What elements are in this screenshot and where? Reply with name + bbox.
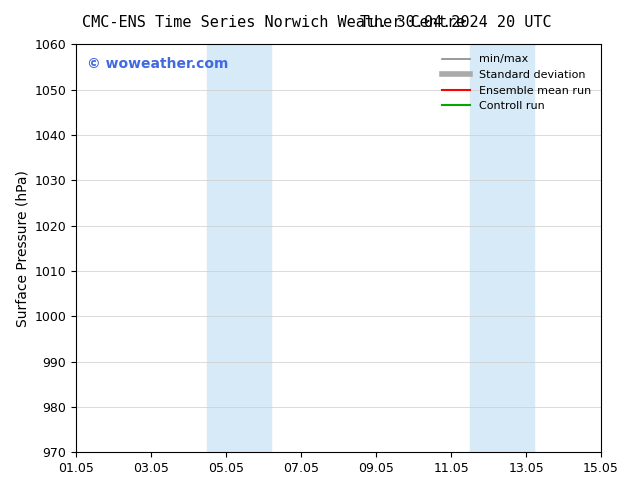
Text: Tu. 30.04.2024 20 UTC: Tu. 30.04.2024 20 UTC [360, 15, 552, 30]
Bar [470, 45, 534, 452]
Text: © woweather.com: © woweather.com [87, 57, 228, 71]
Text: CMC-ENS Time Series Norwich Weather Centre: CMC-ENS Time Series Norwich Weather Cent… [82, 15, 465, 30]
Legend: min/max, Standard deviation, Ensemble mean run, Controll run: min/max, Standard deviation, Ensemble me… [437, 50, 595, 116]
Y-axis label: Surface Pressure (hPa): Surface Pressure (hPa) [15, 170, 29, 327]
Bar [207, 45, 271, 452]
